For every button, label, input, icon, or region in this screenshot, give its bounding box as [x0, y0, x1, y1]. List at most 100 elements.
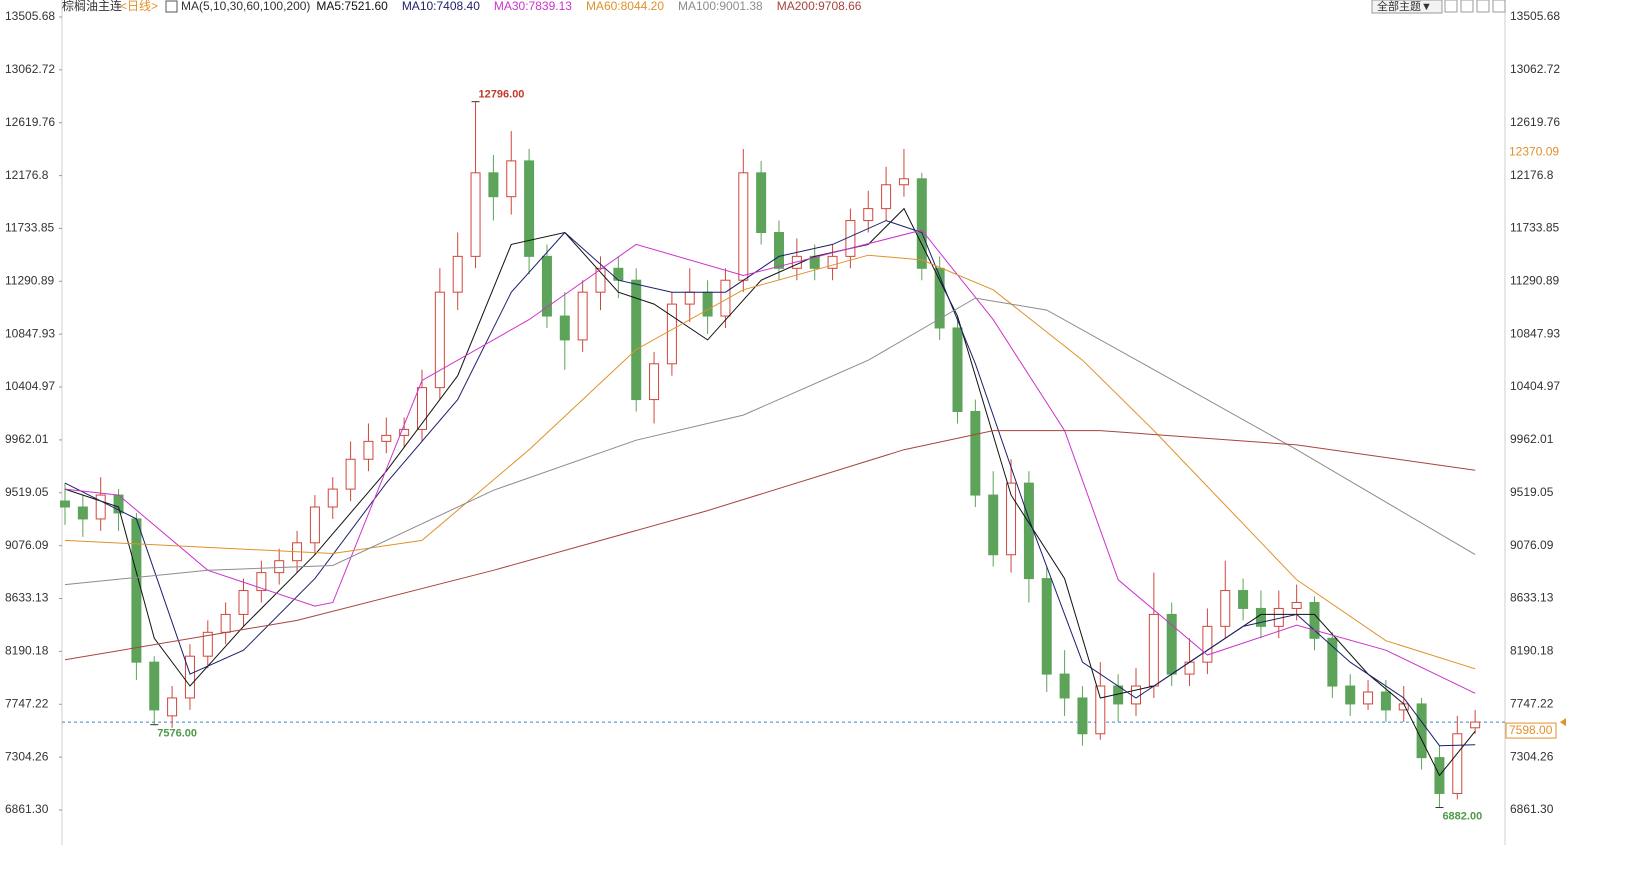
ma-line: [64, 297, 1476, 586]
theme-button-label[interactable]: 全部主题▼: [1377, 0, 1432, 13]
candle-body: [417, 387, 427, 430]
candle-body: [898, 178, 909, 186]
candle-body: [827, 255, 838, 269]
y2-tick-label: 9962.01: [1510, 432, 1554, 446]
y-tick-label: 9962.01: [5, 432, 49, 446]
indicator: MA(5,10,30,60,100,200): [181, 0, 310, 13]
y2-tick-label: 6861.30: [1510, 802, 1554, 816]
y-tick-label: 13062.72: [5, 62, 55, 76]
last-price-label: 7598.00: [1509, 723, 1553, 737]
candle-body: [613, 267, 624, 281]
y2-tick-label: 13505.68: [1510, 9, 1560, 23]
y-tick-label: 11290.89: [5, 273, 54, 287]
extreme-label: 6882.00: [1442, 810, 1482, 822]
tool-icon[interactable]: [1460, 0, 1474, 13]
y2-tick-label: 7304.26: [1510, 749, 1554, 763]
candle-body: [1148, 613, 1159, 687]
legend-entry: MA60:8044.20: [586, 0, 664, 13]
extreme-label: 7576.00: [157, 728, 197, 740]
y-tick-label: 7304.26: [5, 749, 49, 763]
legend-entry: MA10:7408.40: [402, 0, 480, 13]
y2-tick-label: 11290.89: [1510, 273, 1559, 287]
y-tick-label: 9076.09: [5, 538, 49, 552]
last-price-box: [1505, 722, 1557, 739]
candle-body: [167, 697, 178, 717]
candle-body: [970, 411, 981, 496]
right-marker: 12370.09: [1509, 145, 1559, 159]
candle-body: [1345, 685, 1356, 705]
candle-body: [720, 279, 731, 317]
candle-body: [381, 434, 392, 442]
candle-body: [1202, 625, 1213, 663]
candle-body: [1041, 578, 1052, 675]
candle-body: [881, 184, 892, 210]
candle-body: [934, 267, 945, 329]
period[interactable]: <日线>: [120, 0, 158, 13]
legend-entry: MA5:7521.60: [316, 0, 388, 13]
ma-line: [64, 229, 1476, 694]
ma-line: [64, 254, 1476, 670]
candle-body: [77, 506, 88, 520]
y-tick-label: 12619.76: [5, 115, 55, 129]
candle-body: [1452, 733, 1463, 794]
extreme-label: 12796.00: [479, 89, 525, 101]
candle-body: [631, 279, 642, 401]
y2-tick-label: 8633.13: [1510, 591, 1554, 605]
y-tick-label: 9519.05: [5, 485, 49, 499]
candle-body: [184, 655, 195, 699]
candle-body: [1023, 482, 1034, 580]
y2-tick-label: 11733.85: [1510, 221, 1559, 235]
candle-body: [238, 590, 249, 615]
candle-body: [274, 560, 285, 574]
candle-body: [1095, 685, 1106, 735]
candle-body: [756, 172, 767, 233]
y-tick-label: 10847.93: [5, 326, 55, 340]
candle-body: [1416, 703, 1427, 759]
tool-icon[interactable]: [1476, 0, 1490, 13]
candle-body: [845, 220, 856, 257]
y2-tick-label: 7747.22: [1510, 696, 1554, 710]
candle-body: [702, 291, 713, 317]
candle-body: [1077, 697, 1088, 735]
y-tick-label: 10404.97: [5, 379, 55, 393]
candle-body: [488, 172, 499, 198]
legend-entry: MA100:9001.38: [678, 0, 763, 13]
candle-body: [1363, 691, 1374, 705]
candle-body: [1059, 673, 1070, 699]
candle-body: [95, 494, 106, 520]
legend-entry: MA30:7839.13: [494, 0, 572, 13]
ma-line: [64, 220, 1476, 747]
candle-body: [309, 506, 320, 544]
candle-body: [1220, 590, 1231, 627]
candle-body: [952, 327, 963, 413]
y-tick-label: 7747.22: [5, 696, 49, 710]
legend-entry: MA200:9708.66: [777, 0, 862, 13]
candle-body: [1291, 601, 1302, 609]
y-tick-label: 13505.68: [5, 9, 55, 23]
candle-body: [1238, 590, 1249, 609]
theme-button[interactable]: [1371, 0, 1443, 14]
candle-body: [559, 315, 570, 341]
candle-body: [149, 661, 160, 711]
y2-tick-label: 12176.8: [1510, 168, 1554, 182]
candle-body: [1255, 607, 1266, 627]
candle-body: [774, 231, 784, 269]
candle-body: [470, 172, 481, 257]
candle-body: [256, 572, 267, 592]
candle-body: [863, 208, 874, 222]
toolbar: 全部主题▼: [1371, 0, 1506, 14]
chart-title: 棕榈油主连: [62, 0, 122, 13]
candle-body: [541, 255, 552, 317]
tool-icon[interactable]: [1492, 0, 1506, 13]
candle-body: [434, 291, 445, 389]
candle-body: [1470, 721, 1481, 729]
candle-body: [1006, 482, 1017, 556]
ma-line: [64, 207, 1476, 777]
tool-icon[interactable]: [1444, 0, 1458, 13]
candle-body: [345, 458, 356, 490]
candle-body: [60, 500, 70, 508]
indicator-icon[interactable]: [165, 0, 178, 13]
candle-body: [988, 494, 999, 556]
